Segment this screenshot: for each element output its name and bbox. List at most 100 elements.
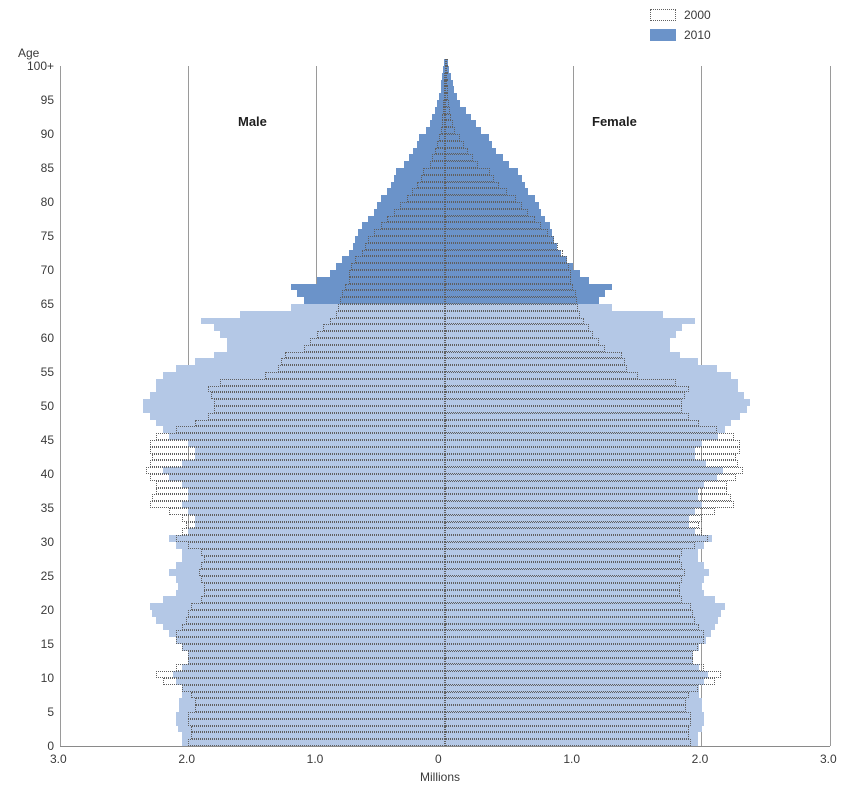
bar-outline	[445, 644, 698, 651]
y-axis-label: Age	[18, 46, 39, 60]
bar-outline	[191, 732, 445, 739]
bar-outline	[445, 556, 680, 563]
bar-outline	[423, 168, 445, 175]
bar-outline	[182, 644, 445, 651]
y-tick-label: 15	[41, 637, 54, 651]
y-tick-label: 80	[41, 195, 54, 209]
bar-outline	[176, 664, 446, 671]
bar-outline	[188, 712, 445, 719]
bar-outline	[146, 467, 445, 474]
bar-outline	[156, 481, 445, 488]
bar-outline	[342, 290, 445, 297]
bar-outline	[445, 148, 468, 155]
bar-outline	[445, 420, 699, 427]
bar-outline	[445, 161, 478, 168]
bar-outline	[445, 549, 682, 556]
y-tick-label: 5	[47, 705, 54, 719]
bar-outline	[186, 522, 445, 529]
bar-outline	[445, 474, 736, 481]
bar-outline	[188, 651, 445, 658]
legend-swatch-2010	[650, 29, 676, 41]
bar-outline	[281, 358, 445, 365]
y-tick-label: 10	[41, 671, 54, 685]
bar-outline	[204, 590, 445, 597]
x-tick-label: 1.0	[563, 752, 580, 766]
bar-outline	[278, 365, 445, 372]
bar-outline	[407, 195, 446, 202]
bar-outline	[368, 236, 445, 243]
bar-outline	[445, 406, 682, 413]
bar-outline	[336, 311, 445, 318]
y-tick-label: 35	[41, 501, 54, 515]
bar-outline	[445, 154, 473, 161]
bar-outline	[445, 284, 573, 291]
plot-area	[60, 66, 830, 746]
bar-outline	[445, 658, 693, 665]
bar-outline	[445, 460, 738, 467]
bar-outline	[445, 386, 689, 393]
bar-outline	[445, 426, 717, 433]
bar-outline	[400, 202, 445, 209]
legend-label-2000: 2000	[684, 8, 711, 22]
bar-outline	[182, 515, 445, 522]
bar-outline	[445, 719, 691, 726]
bar-outline	[208, 386, 445, 393]
bar-outline	[176, 426, 446, 433]
bar-outline	[445, 66, 447, 73]
bar-outline	[186, 617, 445, 624]
bar-outline	[188, 658, 445, 665]
legend: 2000 2010	[650, 6, 711, 46]
bar-outline	[195, 705, 445, 712]
bar-outline	[330, 318, 446, 325]
bar-outline	[445, 664, 704, 671]
bar-outline	[445, 338, 599, 345]
bar-outline	[188, 610, 445, 617]
x-tick-label: 1.0	[307, 752, 324, 766]
bar-outline	[195, 420, 445, 427]
bar-outline	[445, 542, 695, 549]
x-tick-label: 2.0	[178, 752, 195, 766]
bar-outline	[445, 440, 740, 447]
bar-outline	[150, 440, 445, 447]
y-tick-label: 20	[41, 603, 54, 617]
bar-outline	[445, 195, 516, 202]
bar-outline	[445, 692, 689, 699]
bar-outline	[188, 739, 445, 746]
bar-outline	[445, 379, 676, 386]
x-tick-label: 2.0	[692, 752, 709, 766]
bar-outline	[163, 678, 445, 685]
bar-outline	[445, 624, 699, 631]
bar-outline	[445, 202, 522, 209]
y-tick-label: 40	[41, 467, 54, 481]
bar-outline	[351, 263, 445, 270]
bar-outline	[310, 338, 445, 345]
x-axis-label: Millions	[420, 770, 460, 784]
legend-swatch-2000	[650, 9, 676, 21]
x-tick-label: 3.0	[820, 752, 837, 766]
y-tick-label: 95	[41, 93, 54, 107]
bar-outline	[345, 284, 445, 291]
bar-outline	[445, 345, 605, 352]
bar-outline	[156, 488, 445, 495]
bar-outline	[204, 583, 445, 590]
bar-outline	[323, 324, 445, 331]
y-tick-label: 60	[41, 331, 54, 345]
bar-outline	[445, 216, 535, 223]
bar-outline	[445, 86, 448, 93]
bar-outline	[445, 685, 698, 692]
gridline-x	[830, 66, 831, 746]
bar-outline	[445, 501, 734, 508]
x-tick-label: 3.0	[50, 752, 67, 766]
bar-outline	[201, 596, 445, 603]
bar-outline	[195, 698, 445, 705]
bar-outline	[211, 392, 445, 399]
bar-outline	[152, 454, 445, 461]
bar-outline	[445, 168, 490, 175]
legend-row-2010: 2010	[650, 26, 711, 44]
bar-outline	[432, 154, 445, 161]
bar-outline	[445, 352, 622, 359]
bar-outline	[445, 494, 731, 501]
bar-outline	[156, 433, 445, 440]
bar-outline	[445, 515, 702, 522]
bar-outline	[214, 406, 445, 413]
